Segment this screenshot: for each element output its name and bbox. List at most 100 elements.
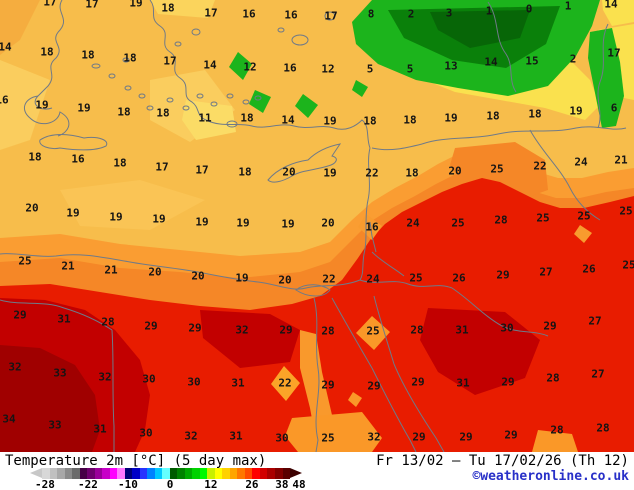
temperature-values-layer: 17 17 19 18 17 16 16 17 8 2 3 1 0 1 14 14 18 18 18 17 14 12 16…: [0, 0, 634, 445]
temperature-label: 14: [604, 0, 618, 11]
legend-color-segment: [42, 468, 50, 479]
temperature-label: 17: [324, 9, 338, 23]
legend-color-segment: [214, 468, 223, 479]
coastlines: [0, 0, 627, 452]
temperature-label: 17: [85, 0, 99, 11]
temperature-label: 18: [123, 51, 137, 65]
temperature-label: 16: [71, 152, 85, 166]
temperature-label: 2: [569, 52, 577, 66]
temperature-label: 20: [321, 216, 335, 230]
legend-color-segment: [162, 468, 170, 479]
temperature-label: 20: [282, 165, 296, 179]
temperature-label: 25: [18, 254, 32, 268]
temperature-label: 0: [525, 2, 533, 16]
temperature-label: 19: [66, 206, 80, 220]
legend-color-segment: [124, 468, 133, 479]
temperature-label: 18: [40, 45, 54, 59]
temperature-label: 18: [405, 166, 419, 180]
legend-color-segment: [94, 468, 103, 479]
temperature-label: 24: [574, 155, 588, 169]
temperature-label: 25: [619, 204, 633, 218]
temperature-label: 5: [406, 62, 414, 76]
legend-color-segment: [199, 468, 208, 479]
legend-color-segment: [147, 468, 155, 479]
temperature-label: 27: [588, 314, 602, 328]
temperature-label: 29: [144, 319, 158, 333]
legend-color-segment: [102, 468, 110, 479]
legend-color-segment: [154, 468, 163, 479]
legend-color-segment: [177, 468, 185, 479]
temperature-label: 16: [365, 220, 379, 234]
temperature-label: 17: [43, 0, 57, 9]
copyright: ©weatheronline.co.uk: [472, 469, 629, 484]
temperature-label: 18: [240, 111, 254, 125]
temperature-label: 25: [409, 271, 423, 285]
temperature-label: 22: [322, 272, 336, 286]
temperature-label: 14: [0, 40, 12, 54]
temperature-label: 15: [525, 54, 539, 68]
legend-color-segment: [72, 468, 80, 479]
legend-tick-label: 26: [245, 478, 259, 490]
temperature-label: 19: [152, 212, 166, 226]
temperature-label: 33: [48, 418, 62, 432]
legend-tick-label: 12: [204, 478, 218, 490]
temperature-label: 30: [187, 375, 201, 389]
temperature-label: 32: [367, 430, 381, 444]
temperature-map: 17 17 19 18 17 16 16 17 8 2 3 1 0 1 14 14 18 18 18 17 14 12 16…: [0, 0, 634, 452]
map-title: Temperature 2m [°C] (5 day max): [5, 453, 267, 469]
temperature-label: 21: [614, 153, 628, 167]
legend-color-segment: [252, 468, 260, 479]
temperature-label: 31: [455, 323, 469, 337]
temperature-label: 26: [582, 262, 596, 276]
temperature-label: 30: [275, 431, 289, 445]
temperature-label: 2: [407, 7, 415, 21]
temperature-label: 19: [323, 166, 337, 180]
temperature-label: 25: [622, 258, 634, 272]
temperature-label: 25: [536, 211, 550, 225]
temperature-label: 29: [188, 321, 202, 335]
temperature-label: 28: [410, 323, 424, 337]
temperature-label: 18: [403, 113, 417, 127]
temperature-label: 17: [155, 160, 169, 174]
temperature-label: 18: [81, 48, 95, 62]
temperature-label: 18: [117, 105, 131, 119]
legend-color-segment: [229, 468, 238, 479]
temperature-label: 32: [235, 323, 249, 337]
legend-tick-label: 0: [166, 478, 174, 490]
temperature-label: 14: [203, 58, 217, 72]
legend-color-segment: [169, 468, 178, 479]
temperature-label: 29: [504, 428, 518, 442]
legend-tick-label: 48: [292, 478, 306, 490]
temperature-label: 18: [161, 1, 175, 15]
temperature-label: 20: [191, 269, 205, 283]
temperature-label: 29: [367, 379, 381, 393]
temperature-label: 21: [104, 263, 118, 277]
temperature-label: 27: [591, 367, 605, 381]
temperature-label: 14: [484, 55, 498, 69]
temperature-label: 11: [198, 111, 212, 125]
temperature-label: 22: [278, 376, 292, 390]
legend-color-segment: [274, 468, 283, 479]
temperature-label: 29: [13, 308, 27, 322]
legend-color-segment: [64, 468, 73, 479]
legend-tick-label: -22: [77, 478, 98, 490]
temperature-label: 28: [550, 423, 564, 437]
temperature-label: 20: [148, 265, 162, 279]
temperature-label: 19: [281, 217, 295, 231]
temperature-label: 18: [238, 165, 252, 179]
legend-left-arrow: [30, 468, 42, 478]
temperature-label: 19: [195, 215, 209, 229]
temperature-label: 33: [53, 366, 67, 380]
temperature-label: 17: [204, 6, 218, 20]
temperature-label: 29: [496, 268, 510, 282]
temperature-label: 29: [459, 430, 473, 444]
temperature-label: 16: [283, 61, 297, 75]
temperature-label: 19: [444, 111, 458, 125]
temperature-label: 22: [365, 166, 379, 180]
temperature-label: 19: [35, 98, 49, 112]
legend-color-segment: [192, 468, 200, 479]
temperature-label: 19: [129, 0, 143, 10]
temperature-label: 30: [139, 426, 153, 440]
temperature-label: 14: [281, 113, 295, 127]
temperature-label: 22: [533, 159, 547, 173]
